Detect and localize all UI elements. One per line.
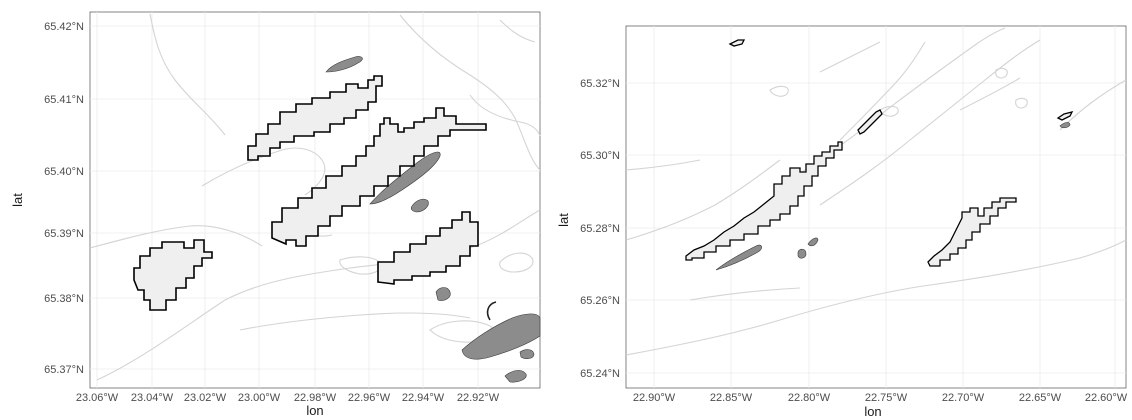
y-tick-label: 65.24°N [580, 368, 620, 380]
left-y-ticks: 65.42°N 65.41°N 65.40°N 65.39°N 65.38°N … [44, 21, 84, 376]
right-map-panel: 65.32°N 65.30°N 65.28°N 65.26°N 65.24°N … [556, 25, 1128, 419]
y-tick-label: 65.28°N [580, 223, 620, 235]
y-tick-label: 65.40°N [44, 166, 84, 178]
island [410, 198, 429, 213]
region-outline [133, 239, 213, 311]
x-tick-label: 23.06°W [76, 392, 119, 404]
region-outline [685, 141, 843, 261]
x-tick-label: 23.02°W [184, 392, 227, 404]
right-x-ticks: 22.90°W 22.85°W 22.80°W 22.75°W 22.70°W … [633, 392, 1128, 404]
island [807, 237, 819, 247]
island [504, 370, 527, 383]
region-outline [728, 39, 746, 47]
region-outline [247, 75, 383, 161]
region-outline [857, 109, 883, 135]
x-tick-label: 22.92°W [457, 392, 500, 404]
y-axis-title: lat [10, 193, 25, 207]
left-gridlines [90, 12, 540, 388]
x-tick-label: 22.60°W [1085, 392, 1128, 404]
island [435, 287, 451, 301]
island [797, 248, 807, 259]
x-tick-label: 22.90°W [633, 392, 676, 404]
x-tick-label: 22.70°W [942, 392, 985, 404]
island [325, 56, 363, 73]
right-y-ticks: 65.32°N 65.30°N 65.28°N 65.26°N 65.24°N [580, 78, 620, 380]
island [519, 349, 535, 359]
left-highlighted-regions [133, 75, 487, 311]
x-axis-title: lon [306, 403, 323, 418]
island [461, 313, 541, 360]
left-islands [325, 56, 541, 383]
x-tick-label: 22.85°W [710, 392, 753, 404]
right-highlighted-regions [685, 39, 1074, 267]
y-tick-label: 65.37°N [44, 364, 84, 376]
region-outline [271, 107, 487, 247]
x-tick-label: 22.80°W [788, 392, 831, 404]
x-tick-label: 22.98°W [294, 392, 337, 404]
x-tick-label: 23.04°W [131, 392, 174, 404]
x-tick-label: 22.94°W [402, 392, 445, 404]
y-tick-label: 65.38°N [44, 293, 84, 305]
region-outline [1056, 111, 1074, 121]
right-gridlines [626, 26, 1126, 388]
x-tick-label: 22.75°W [865, 392, 908, 404]
island [715, 244, 762, 271]
x-tick-label: 23.00°W [238, 392, 281, 404]
region-outline [377, 211, 479, 285]
y-tick-label: 65.26°N [580, 295, 620, 307]
x-tick-label: 22.65°W [1019, 392, 1062, 404]
left-x-ticks: 23.06°W 23.04°W 23.02°W 23.00°W 22.98°W … [76, 392, 500, 404]
y-tick-label: 65.30°N [580, 150, 620, 162]
y-axis-title: lat [556, 213, 571, 227]
left-map-panel: 65.42°N 65.41°N 65.40°N 65.39°N 65.38°N … [10, 11, 541, 418]
island-outline [486, 301, 497, 321]
region-outline [927, 197, 1017, 267]
y-tick-label: 65.32°N [580, 78, 620, 90]
y-tick-label: 65.42°N [44, 21, 84, 33]
y-tick-label: 65.39°N [44, 228, 84, 240]
x-tick-label: 22.96°W [348, 392, 391, 404]
island [1059, 122, 1071, 129]
x-axis-title: lon [864, 404, 881, 419]
right-plot-area [625, 25, 1127, 389]
right-islands [715, 122, 1071, 271]
y-tick-label: 65.41°N [44, 94, 84, 106]
